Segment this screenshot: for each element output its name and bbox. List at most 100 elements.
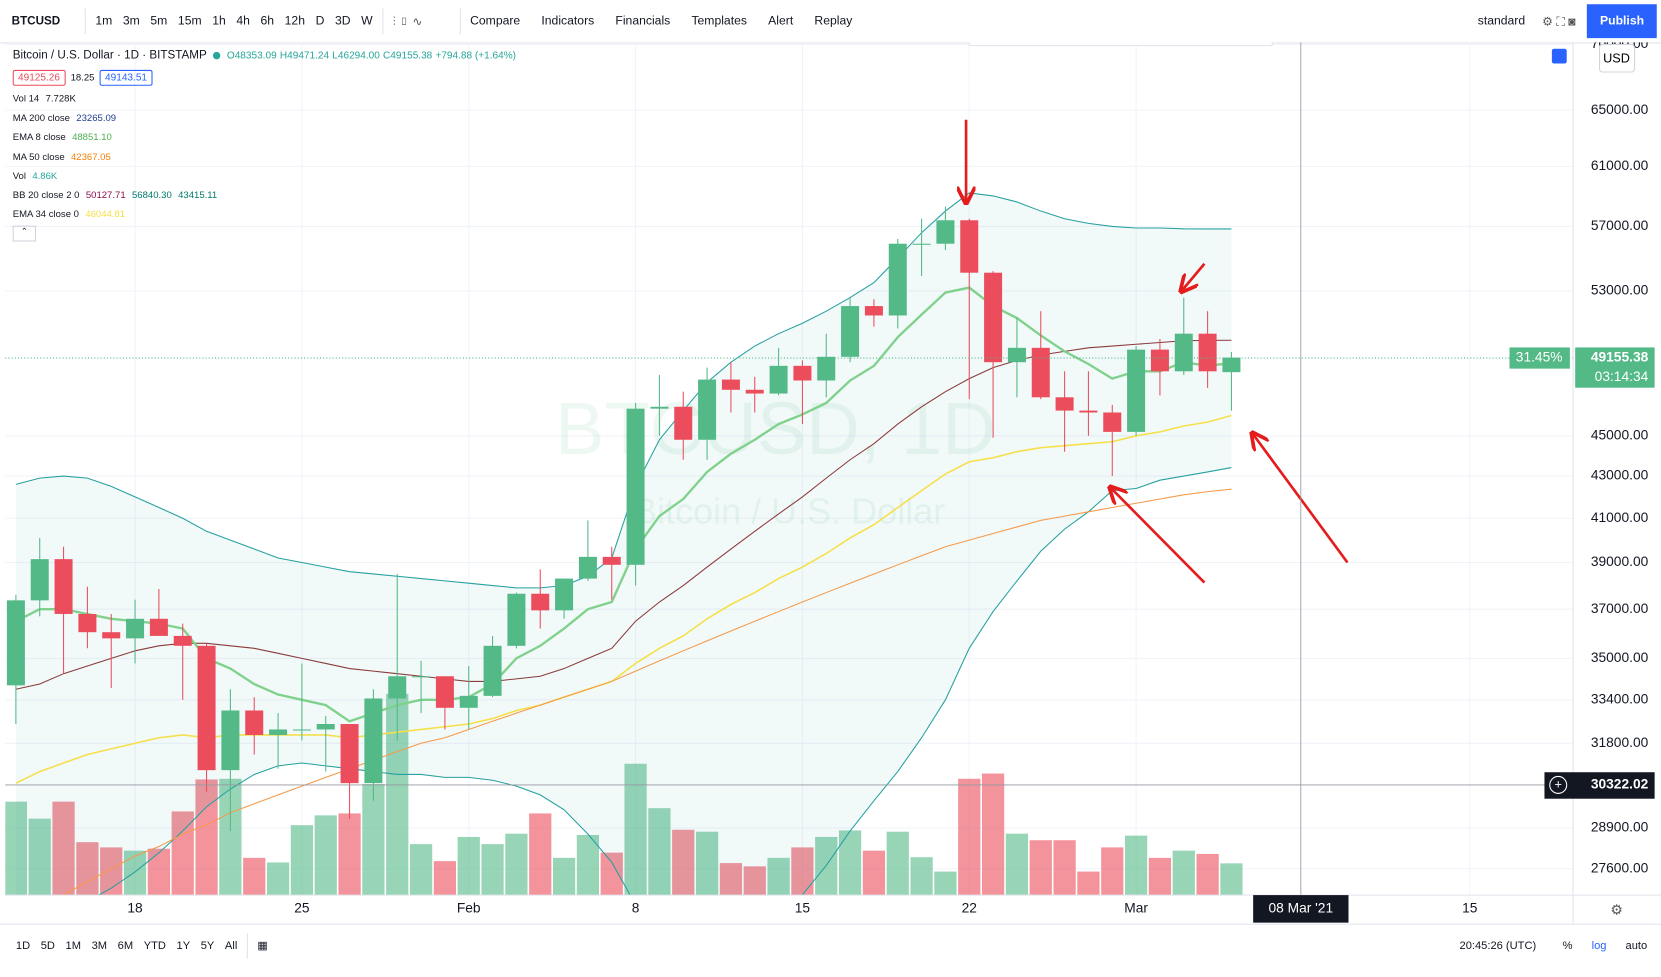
toolbar-button[interactable]: Alert [768,14,794,28]
candle-body [269,729,288,735]
interval[interactable]: W [361,14,373,28]
candle-body [626,408,645,565]
candle-body [412,676,431,678]
sell-price[interactable]: 49125.26 [12,69,66,86]
indicator-line [15,414,1232,784]
toolbar-button[interactable]: Replay [814,14,853,28]
candle-body [769,365,788,394]
drawings [966,119,1349,584]
candle-body [1222,357,1241,373]
indicator-row: BB 20 close 2 0 50127.71 56840.30 43415.11 [13,185,516,204]
publish-button[interactable]: Publish [1587,4,1657,39]
indicators [15,192,1232,896]
drawing-toolbar: ⁞ ⟋ ⊸ ╱ ⋀ ⌒ ☰ ⌶ ✎ ⊸ [968,42,1273,47]
last-price-box [1575,347,1655,388]
change-percent: 31.45% [1516,350,1563,365]
crosshair-date-box [1253,895,1349,923]
date-range-icon[interactable]: ▦ [257,939,268,953]
volume-bar [981,773,1005,896]
candle-body [960,220,979,273]
x-tick-label: 15 [1462,901,1478,916]
range-button[interactable]: 5D [40,939,55,953]
candle-body [292,729,311,731]
indicator-row: EMA 34 close 0 46044.81 [13,205,516,224]
interval[interactable]: 5m [150,14,168,28]
candle-body [984,272,1003,363]
candle-body [340,724,359,784]
interval[interactable]: D [315,14,325,28]
toolbar-button[interactable]: Compare [470,14,521,28]
interval[interactable]: 3m [122,14,140,28]
toolbar-button[interactable]: Financials [615,14,671,28]
x-tick-label: 25 [294,901,310,916]
volume-bar [290,825,314,896]
range-button[interactable]: 1Y [176,939,191,953]
indicator-label: EMA 8 close [12,131,66,143]
volume-bar [719,863,743,896]
collapse-button[interactable]: ⌃ [12,225,37,242]
indicator-value: 48851.10 [72,131,112,143]
volume-bar [1196,853,1219,896]
range-button[interactable]: 5Y [200,939,215,953]
interval[interactable]: 15m [177,14,202,28]
range-button[interactable]: 3M [91,939,108,953]
interval[interactable]: 1h [212,14,226,28]
range-button[interactable]: 6M [117,939,134,953]
chart-type[interactable]: ⫶ ▯ ∿ [392,15,423,29]
settings-icons[interactable]: ⚙ ⛶ ◙ [1542,15,1576,29]
scale-button[interactable] [1551,48,1567,64]
candle-body [388,676,407,699]
y-tick-label: 27600.00 [1591,860,1649,875]
separator [246,933,248,959]
indicator-row: Vol 4.86K [13,166,516,185]
interval[interactable]: 3D [334,14,351,28]
candle-body [245,710,264,735]
volume-pane [5,693,1243,896]
toolbar-button[interactable]: Indicators [541,14,595,28]
interval[interactable]: 12h [284,14,305,28]
interval[interactable]: 6h [260,14,275,28]
layout-name[interactable]: standard [1477,14,1526,28]
indicator-line [97,467,1232,896]
log-toggle[interactable]: log [1591,939,1607,953]
range-button[interactable]: YTD [143,939,166,953]
range-button[interactable]: 1D [15,939,31,953]
volume-bar [409,844,433,896]
change-box [1509,347,1570,369]
volume-bar [862,850,886,896]
add-icon[interactable] [1549,775,1568,794]
indicator-label: EMA 34 close 0 [12,208,79,220]
auto-toggle[interactable]: auto [1625,939,1648,953]
indicator-value: 56840.30 [131,189,172,201]
y-tick-label: 57000.00 [1591,218,1649,233]
volume-bar [695,831,719,896]
volume-bar [52,801,75,896]
percent-toggle[interactable]: % [1562,939,1573,953]
symbol[interactable]: BTCUSD [11,14,61,28]
volume-bar [219,778,242,896]
arrow [1111,488,1206,584]
ohlc-value: O48353.09 [226,49,277,61]
y-tick-label: 45000.00 [1591,427,1649,442]
indicator-row: Vol 14 7.728K [13,89,516,108]
volume-bar [743,866,766,896]
x-tick-label: 22 [962,901,977,916]
volume-bar [76,842,99,896]
ohlc-value: L46294.00 [332,49,380,61]
candle-body [602,556,621,565]
buy-price[interactable]: 49143.51 [99,69,153,86]
crosshair-price: 30322.02 [1591,777,1649,792]
range-button[interactable]: 1M [65,939,82,953]
interval[interactable]: 1m [95,14,113,28]
toolbar-button[interactable]: Templates [691,14,747,28]
range-button[interactable]: All [224,939,238,953]
interval[interactable]: 4h [236,14,250,28]
last-price: 49155.38 [1591,350,1649,365]
settings-icon[interactable]: ⚙ [1610,903,1622,918]
candle-body [316,724,335,730]
volume-bar [1172,850,1195,896]
indicator-label: BB 20 close 2 0 [12,189,80,201]
spread: 18.25 [70,72,95,83]
y-tick-label: 35000.00 [1591,650,1649,665]
